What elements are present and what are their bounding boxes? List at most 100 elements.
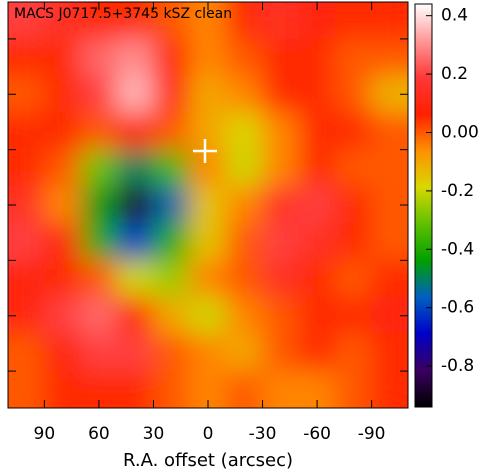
map-cell (80, 222, 118, 261)
map-cell (43, 38, 82, 77)
map-cell (80, 149, 118, 188)
map-cell (8, 259, 45, 298)
chart-title: MACS J0717.5+3745 kSZ clean (14, 6, 232, 22)
map-cell (152, 149, 191, 188)
map-cell (371, 222, 408, 261)
map-cell (225, 149, 264, 188)
map-cells (8, 2, 408, 408)
map-cell (225, 333, 264, 372)
map-cell (189, 259, 227, 298)
map-cell (80, 259, 118, 298)
map-cell (225, 38, 264, 77)
map-cell (371, 333, 408, 372)
map-cell (152, 222, 191, 261)
map-cell (262, 296, 300, 335)
map-cell (189, 333, 227, 372)
map-cell (262, 38, 300, 77)
map-cell (116, 296, 154, 335)
colorbar-tick-label: 0.00 (441, 122, 479, 142)
map-area (8, 2, 408, 408)
map-cell (43, 186, 82, 224)
colorbar-tick-label: -0.8 (441, 356, 474, 376)
map-cell (152, 38, 191, 77)
map-cell (43, 296, 82, 335)
map-cell (43, 75, 82, 114)
map-cell (43, 112, 82, 151)
map-cell (262, 75, 300, 114)
colorbar-tick-label: 0.2 (441, 64, 468, 84)
colorbar-tick-label: -0.2 (441, 181, 474, 201)
map-cell (152, 186, 191, 224)
map-cell (80, 112, 118, 151)
x-tick-label: -90 (358, 424, 386, 444)
map-cell (371, 38, 408, 77)
map-cell (116, 333, 154, 372)
map-cell (8, 2, 45, 40)
map-cell (262, 259, 300, 298)
map-cell (298, 149, 336, 188)
map-cell (298, 222, 336, 261)
map-cell (225, 75, 264, 114)
map-cell (152, 259, 191, 298)
map-cell (334, 112, 373, 151)
map-cell (8, 333, 45, 372)
colorbar-tick-label: 0.4 (441, 6, 468, 26)
map-cell (298, 75, 336, 114)
map-cell (262, 333, 300, 372)
map-cell (43, 370, 82, 408)
map-cell (116, 222, 154, 261)
map-cell (371, 370, 408, 408)
map-cell (152, 296, 191, 335)
map-cell (8, 112, 45, 151)
x-tick-label: -30 (249, 424, 277, 444)
map-cell (334, 149, 373, 188)
map-cell (262, 112, 300, 151)
map-cell (334, 75, 373, 114)
map-cell (80, 296, 118, 335)
map-cell (262, 186, 300, 224)
map-cell (189, 296, 227, 335)
map-cell (334, 186, 373, 224)
map-cell (116, 259, 154, 298)
map-cell (334, 2, 373, 40)
map-cell (371, 2, 408, 40)
map-cell (80, 333, 118, 372)
map-cell (298, 186, 336, 224)
map-cell (43, 259, 82, 298)
map-cell (116, 75, 154, 114)
map-cell (225, 2, 264, 40)
map-cell (43, 333, 82, 372)
map-cell (262, 222, 300, 261)
map-cell (116, 186, 154, 224)
map-cell (298, 112, 336, 151)
map-cell (152, 2, 191, 40)
map-cell (189, 222, 227, 261)
map-cell (80, 186, 118, 224)
x-tick-label: 60 (88, 424, 110, 444)
map-cell (334, 296, 373, 335)
map-cell (298, 38, 336, 77)
map-cell (152, 112, 191, 151)
x-axis-label: R.A. offset (arcsec) (123, 450, 293, 471)
map-cell (8, 222, 45, 261)
colorbar (414, 3, 433, 408)
x-tick-label: 90 (34, 424, 56, 444)
map-cell (189, 149, 227, 188)
colorbar-tick-label: -0.6 (441, 298, 474, 318)
map-cell (189, 112, 227, 151)
map-cell (8, 370, 45, 408)
map-cell (80, 38, 118, 77)
map-cell (189, 38, 227, 77)
map-cell (371, 112, 408, 151)
map-cell (116, 370, 154, 408)
map-cell (116, 2, 154, 40)
map-cell (334, 370, 373, 408)
map-cell (225, 186, 264, 224)
map-cell (8, 38, 45, 77)
colorbar-tick-label: -0.4 (441, 239, 474, 259)
map-cell (225, 259, 264, 298)
map-cell (152, 75, 191, 114)
map-cell (43, 149, 82, 188)
map-cell (262, 2, 300, 40)
map-cell (225, 370, 264, 408)
